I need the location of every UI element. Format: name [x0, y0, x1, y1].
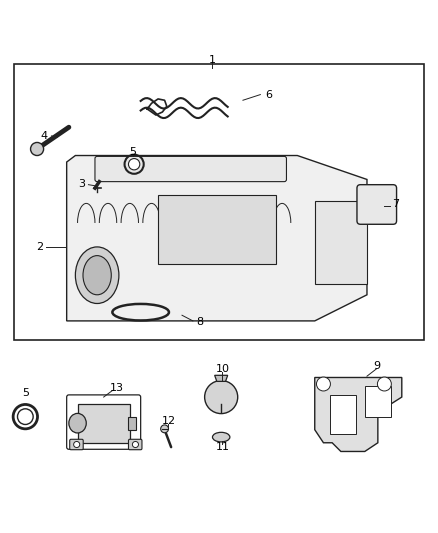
Circle shape: [161, 425, 169, 433]
Text: 13: 13: [110, 383, 124, 393]
Ellipse shape: [212, 432, 230, 442]
FancyBboxPatch shape: [70, 439, 83, 450]
Circle shape: [74, 441, 80, 448]
Text: 4: 4: [40, 131, 48, 141]
Text: 2: 2: [36, 242, 43, 252]
Text: 12: 12: [162, 416, 176, 426]
Bar: [78, 403, 130, 443]
Ellipse shape: [75, 247, 119, 303]
Circle shape: [317, 377, 330, 391]
Text: 1: 1: [209, 55, 216, 65]
Text: 3: 3: [78, 179, 85, 189]
Text: 5: 5: [129, 148, 136, 157]
Bar: [127, 417, 136, 430]
FancyBboxPatch shape: [357, 184, 396, 224]
Circle shape: [378, 377, 391, 391]
Ellipse shape: [69, 414, 86, 433]
Text: 6: 6: [265, 90, 272, 100]
Circle shape: [31, 142, 44, 156]
Circle shape: [205, 381, 238, 414]
Text: 10: 10: [215, 364, 230, 374]
Polygon shape: [67, 156, 367, 321]
Text: 11: 11: [215, 442, 230, 452]
Text: 7: 7: [392, 199, 399, 209]
Bar: [365, 386, 391, 417]
FancyBboxPatch shape: [95, 156, 286, 182]
Bar: [158, 195, 276, 264]
Text: 5: 5: [22, 387, 29, 398]
Bar: [14, 64, 424, 341]
Polygon shape: [315, 377, 402, 451]
FancyBboxPatch shape: [128, 439, 142, 450]
Bar: [315, 201, 367, 284]
Circle shape: [128, 158, 140, 170]
Polygon shape: [215, 375, 228, 382]
Bar: [330, 395, 356, 434]
Circle shape: [18, 409, 33, 424]
Ellipse shape: [83, 256, 111, 295]
Text: 9: 9: [373, 361, 380, 371]
Text: 8: 8: [196, 317, 203, 327]
Circle shape: [132, 441, 138, 448]
